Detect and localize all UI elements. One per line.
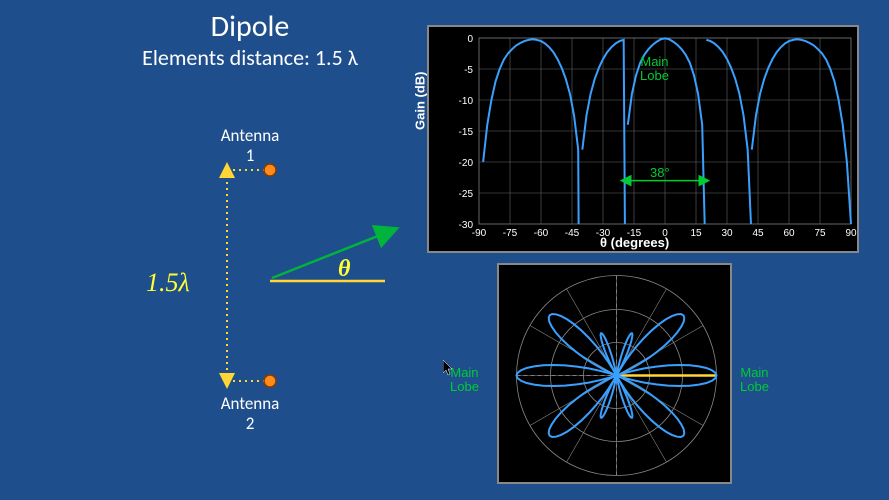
svg-text:-15: -15 xyxy=(459,127,474,138)
svg-text:-5: -5 xyxy=(464,65,473,76)
antenna2-label: Antenna 2 xyxy=(210,394,290,434)
svg-text:-10: -10 xyxy=(459,96,474,107)
svg-text:-20: -20 xyxy=(459,158,474,169)
svg-text:30: 30 xyxy=(721,228,733,239)
theta-label: θ xyxy=(338,256,350,283)
svg-text:-75: -75 xyxy=(503,228,518,239)
cart-xlabel: θ (degrees) xyxy=(600,235,669,250)
svg-text:-30: -30 xyxy=(459,220,474,231)
main-lobe-annot: Main Lobe xyxy=(640,55,669,83)
svg-text:0: 0 xyxy=(467,34,473,45)
antenna1-label: Antenna 1 xyxy=(210,126,290,166)
svg-text:75: 75 xyxy=(814,228,826,239)
svg-text:45: 45 xyxy=(752,228,764,239)
svg-text:60: 60 xyxy=(783,228,795,239)
svg-text:-90: -90 xyxy=(472,228,487,239)
cart-ylabel: Gain (dB) xyxy=(413,72,428,131)
main-lobe-right: Main Lobe xyxy=(740,366,769,394)
svg-text:-60: -60 xyxy=(534,228,549,239)
distance-label: 1.5λ xyxy=(146,268,190,298)
svg-text:90: 90 xyxy=(845,228,857,239)
svg-text:-25: -25 xyxy=(459,189,474,200)
svg-text:-45: -45 xyxy=(565,228,580,239)
mouse-cursor-icon xyxy=(443,360,455,376)
polar-chart xyxy=(497,263,732,484)
beamwidth-annot: 38° xyxy=(650,165,670,180)
svg-text:15: 15 xyxy=(690,228,702,239)
